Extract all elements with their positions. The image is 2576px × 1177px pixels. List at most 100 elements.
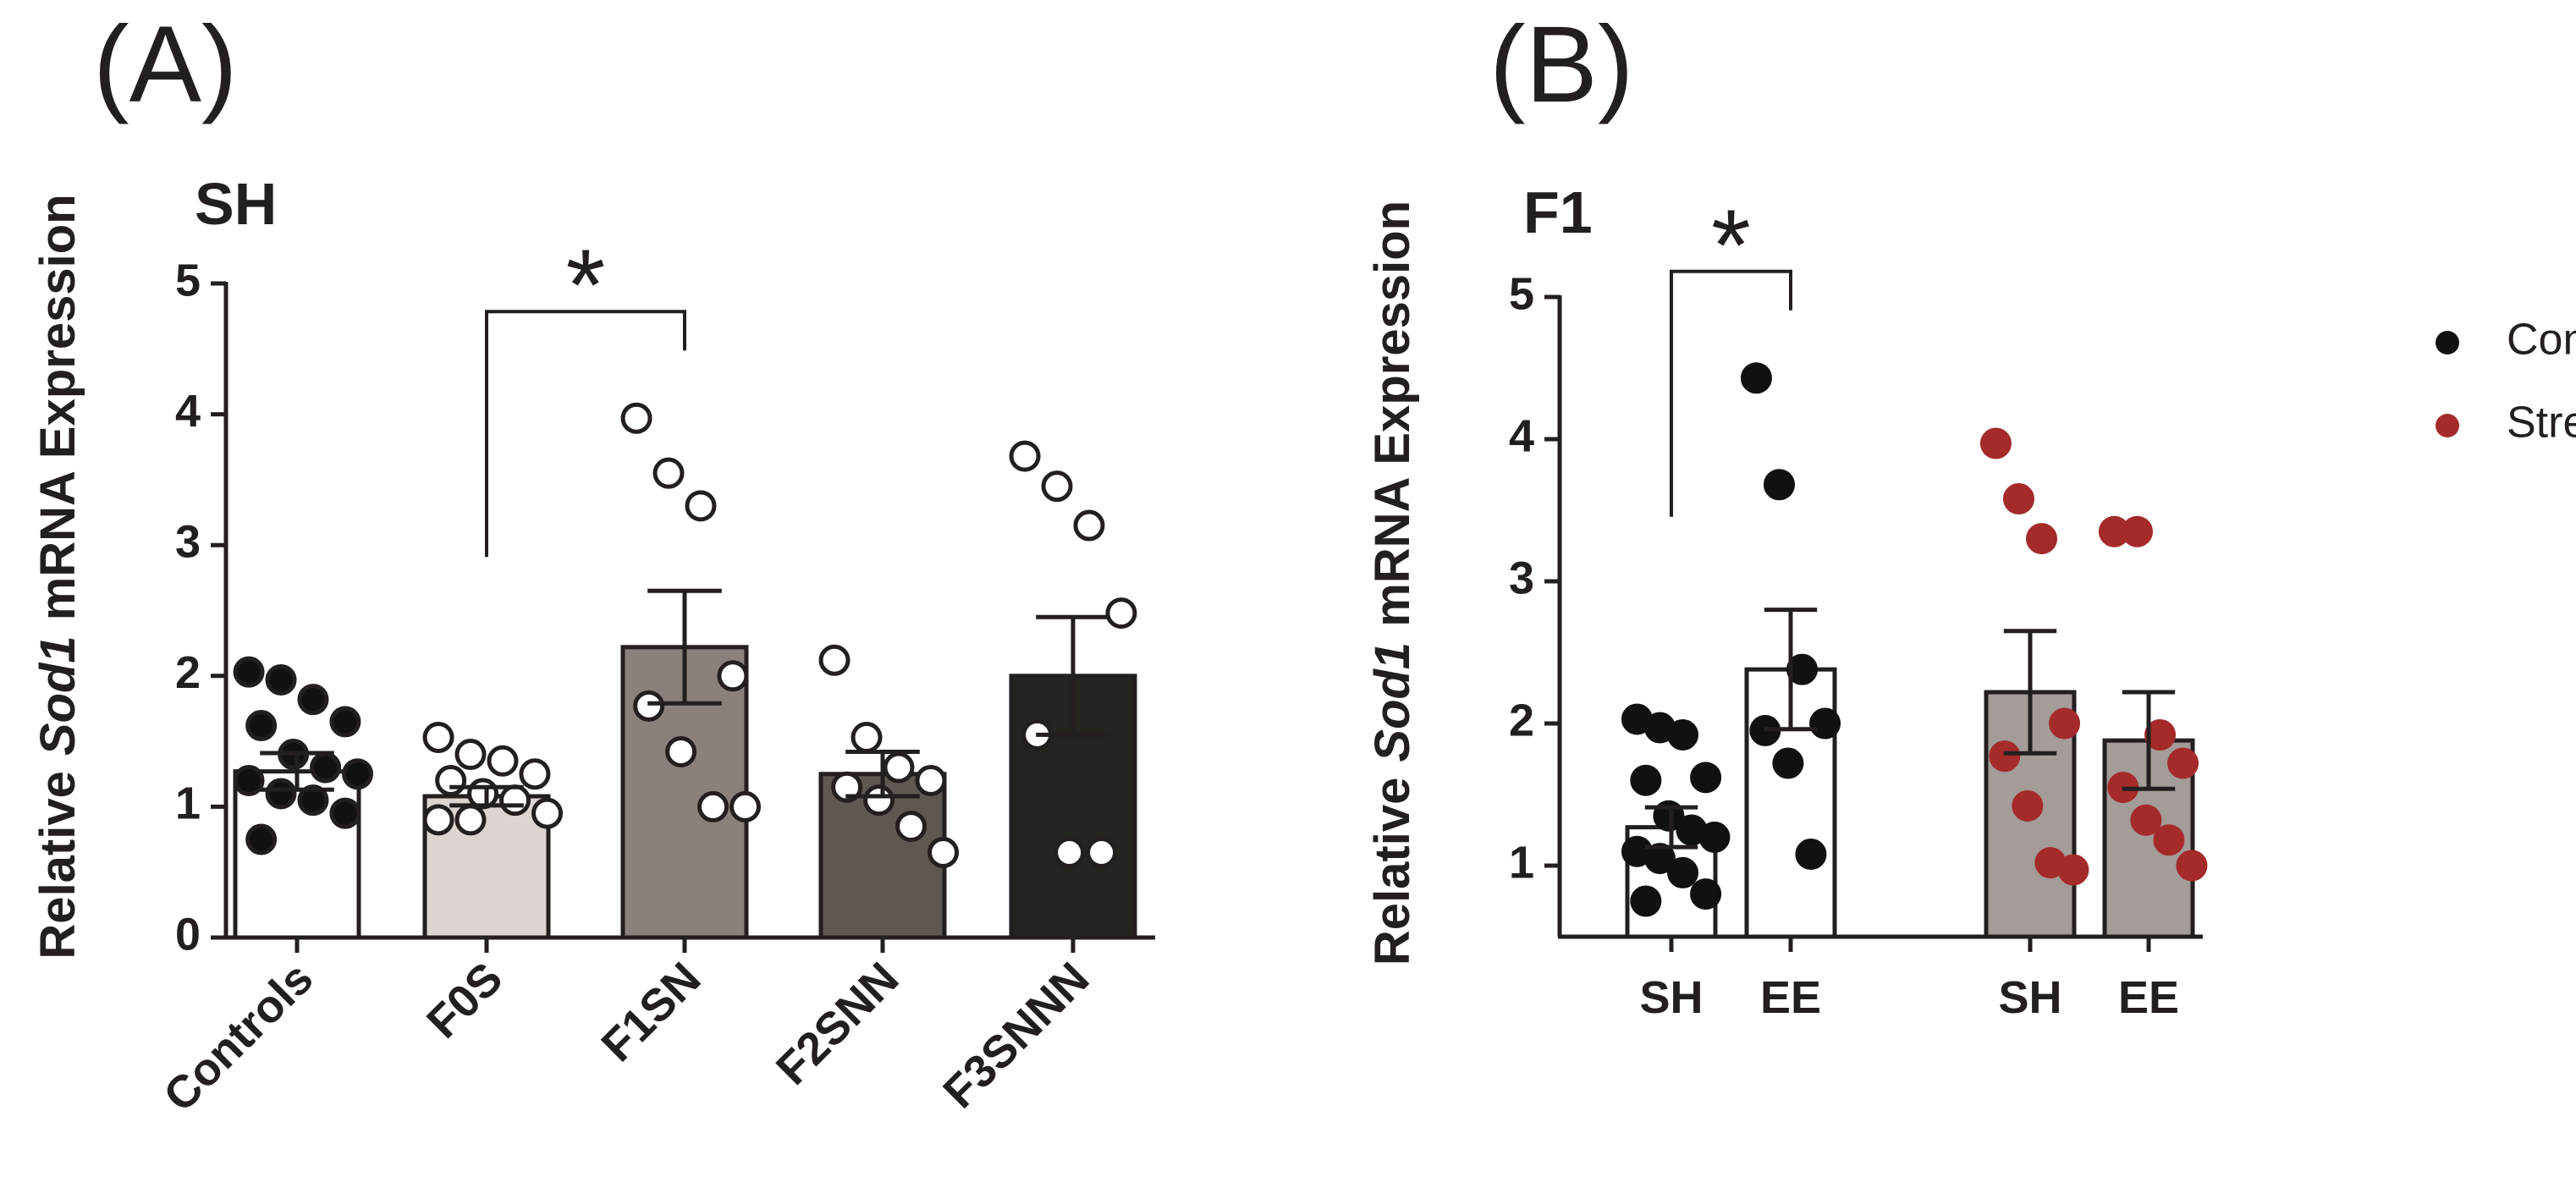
data-point [297,684,329,716]
data-point [467,778,499,810]
data-point [519,758,551,790]
data-point [245,710,278,742]
y-axis-label: Relative Sod1 mRNA Expression [30,194,85,959]
data-point [2026,523,2058,555]
y-axis-label-part: Sod1 [1365,642,1420,762]
data-point [863,784,895,817]
data-point [329,797,361,829]
data-point [633,690,665,722]
data-point [1740,362,1772,394]
panel: (A) SH Relative Sod1 mRNA Expression 0 1 2 3 4 5 Co… [30,4,1155,1121]
y-tick-label: 2 [1509,695,1534,745]
data-point [1989,740,2021,773]
x-tick-label: F1SN [592,953,710,1071]
y-tick-label: 4 [1509,410,1534,461]
y-tick-label: 2 [175,647,201,698]
data-point [2167,747,2199,779]
bar [233,769,361,940]
x-tick-label: SH [1639,972,1703,1023]
data-point [1667,856,1699,888]
data-point [1041,470,1073,503]
data-point [2153,824,2185,856]
data-point [818,644,850,676]
y-tick-label: 1 [1509,837,1534,888]
data-point [1105,597,1137,630]
y-tick-label: 3 [175,516,201,567]
y-tick-label: 4 [175,386,201,437]
data-point [883,751,915,784]
x-tick-label: SH [1998,972,2061,1023]
legend-marker [2436,331,2459,355]
data-point [1630,764,1662,796]
data-point [1630,885,1662,917]
data-point [435,764,467,796]
y-axis-label-part: Sod1 [30,635,85,756]
y-tick-label: 5 [175,255,201,305]
x-tick-label: Controls [154,953,322,1121]
data-point [697,790,729,822]
panel-label: (B) [1489,4,1634,125]
data-point [1086,837,1118,869]
data-point [454,739,487,771]
data-point [831,771,863,803]
data-point [1054,837,1086,869]
data-point [850,721,883,753]
data-point [1690,878,1722,910]
panel-label: (A) [93,4,238,125]
x-tick-label: F2SNN [767,953,909,1095]
data-point [422,721,454,753]
panel: (B) F1 Relative Sod1 mRNA Expression 1 2 3 4 5 SH E… [1365,4,2576,1023]
data-point [915,764,947,796]
data-point [454,804,487,836]
data-point [233,764,265,796]
significance-bracket [1670,269,1792,517]
data-point [233,656,265,688]
y-tick-label: 0 [175,909,201,960]
data-point [342,758,374,790]
data-point [2176,850,2208,882]
data-point [1979,427,2012,459]
x-tick-label: EE [2118,972,2179,1023]
data-point [2049,707,2081,740]
significance-label: * [566,228,606,342]
data-point [245,823,278,855]
data-point [329,706,361,738]
data-point [1643,843,1676,875]
data-point [1809,707,1841,740]
data-point [2012,789,2044,822]
legend-marker [2436,414,2459,437]
data-point [665,735,697,767]
data-point [265,663,297,696]
x-tick-label: EE [1760,972,1821,1023]
data-point [2130,804,2162,836]
data-point [895,811,927,843]
data-point [1698,821,1731,853]
legend-label: Control [2507,316,2576,365]
data-point [422,804,454,836]
y-axis-label-part: Relative [30,771,85,959]
significance-label: * [1711,189,1751,302]
data-point [927,837,960,869]
data-point [1667,718,1699,751]
data-point [1772,747,1804,779]
y-axis-label-part: mRNA Expression [30,194,85,620]
data-point [717,660,749,692]
legend-label: Stress [2507,399,2576,448]
y-axis-label-part: Relative [1365,778,1420,965]
significance-bracket [485,310,686,558]
panel-title: F1 [1523,179,1593,245]
data-point [1763,469,1795,501]
data-point [1009,440,1041,472]
y-tick-label: 3 [1509,553,1534,603]
data-point [620,402,652,434]
data-point [2121,515,2153,547]
data-point [1073,509,1105,542]
data-point [1795,839,1827,871]
data-point [310,751,342,784]
data-point [531,797,564,829]
data-point [652,457,685,489]
data-point [487,745,519,777]
data-point [499,784,531,817]
data-point [1690,762,1722,794]
